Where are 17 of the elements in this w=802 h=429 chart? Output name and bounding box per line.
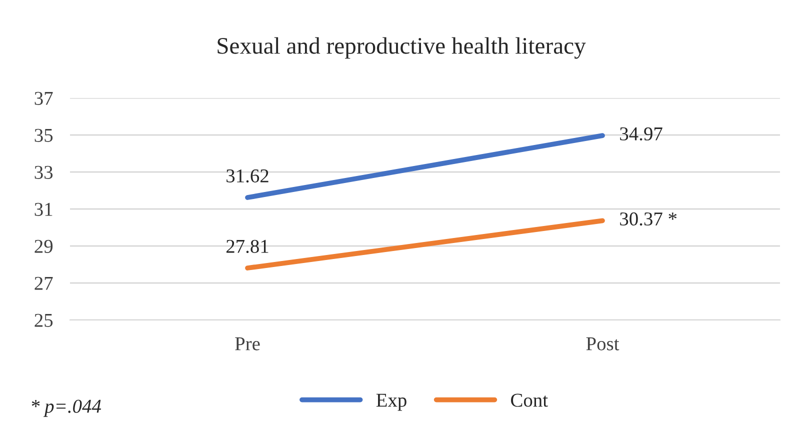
y-tick-label: 33 (34, 166, 53, 179)
y-tick-label: 29 (34, 240, 53, 253)
y-tick-label: 31 (34, 202, 52, 216)
text: * p=.044 (32, 400, 102, 417)
y-tick-label: 25 (34, 314, 53, 327)
data-label: 31.62 (226, 169, 268, 183)
legend-label: Exp (376, 394, 406, 411)
y-tick-label: 35 (34, 128, 53, 142)
x-tick-label: Post (586, 337, 620, 350)
legend-label: Cont (511, 394, 548, 407)
chart-title: Sexual and reproductive health literacy (218, 37, 586, 59)
data-label: 27.81 (226, 240, 268, 254)
data-label: 34.97 (620, 127, 662, 141)
data-label: 30.37 * (620, 212, 677, 226)
y-tick-label: 27 (34, 276, 53, 290)
x-tick-label: Pre (235, 337, 260, 350)
y-tick-label: 37 (34, 92, 53, 105)
